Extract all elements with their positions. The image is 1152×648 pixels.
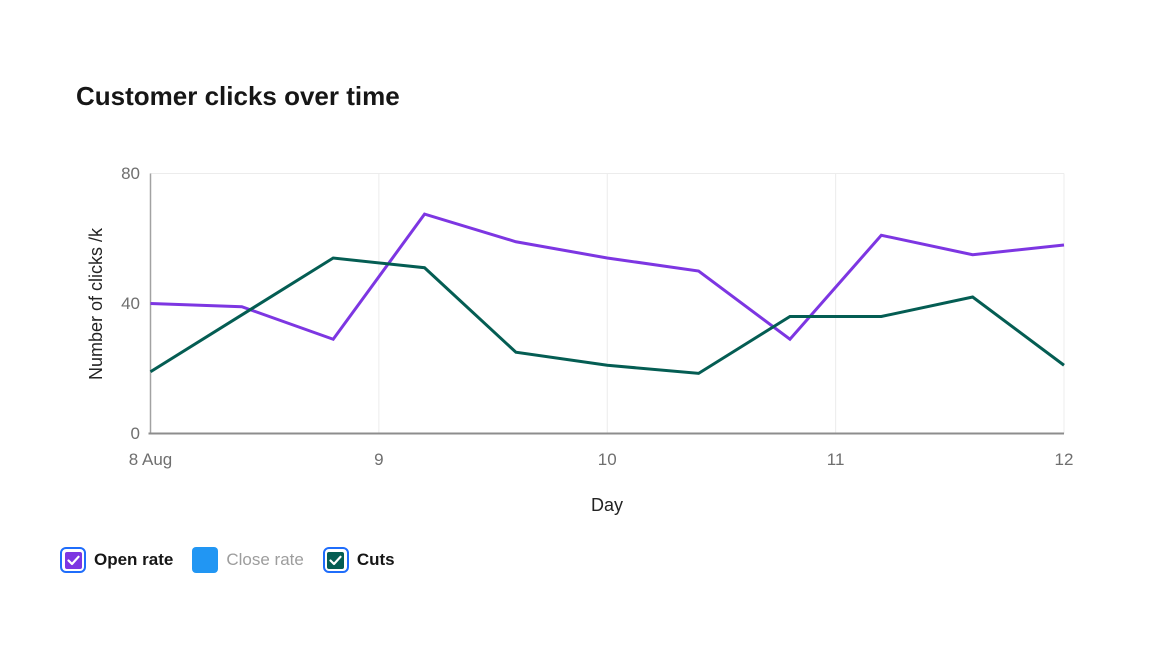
x-tick-label-11: 11 <box>826 450 845 469</box>
legend-label-open-rate: Open rate <box>94 550 174 569</box>
y-tick-label-80: 80 <box>121 163 140 183</box>
legend-label-cuts: Cuts <box>356 550 395 569</box>
x-axis-title: Day <box>590 495 623 515</box>
x-tick-label-10: 10 <box>597 450 617 469</box>
x-tick-label-8-Aug: 8 Aug <box>128 450 173 469</box>
legend-item-close-rate[interactable]: Close rate <box>192 547 304 573</box>
series-line-cuts <box>149 256 1065 375</box>
legend-label-close-rate: Close rate <box>226 550 304 569</box>
checkbox-checked-icon[interactable] <box>60 547 86 573</box>
checkbox-checked-icon[interactable] <box>322 547 349 573</box>
y-axis-title: Number of clicks /k <box>86 227 106 381</box>
check-icon <box>327 551 345 569</box>
chart-title: Customer clicks over time <box>76 81 400 111</box>
y-tick-label-0: 0 <box>130 423 140 443</box>
legend-item-cuts[interactable]: Cuts <box>322 547 395 573</box>
checkbox-unchecked-icon[interactable] <box>192 547 219 573</box>
chart-legend: Open rate Close rate Cuts <box>60 547 395 573</box>
legend-item-open-rate[interactable]: Open rate <box>60 547 173 573</box>
x-tick-label-9: 9 <box>374 450 384 469</box>
series-line-open-rate <box>150 212 1065 342</box>
y-tick-label-40: 40 <box>121 293 140 313</box>
check-icon <box>64 551 82 569</box>
x-tick-label-12: 12 <box>1054 450 1074 469</box>
